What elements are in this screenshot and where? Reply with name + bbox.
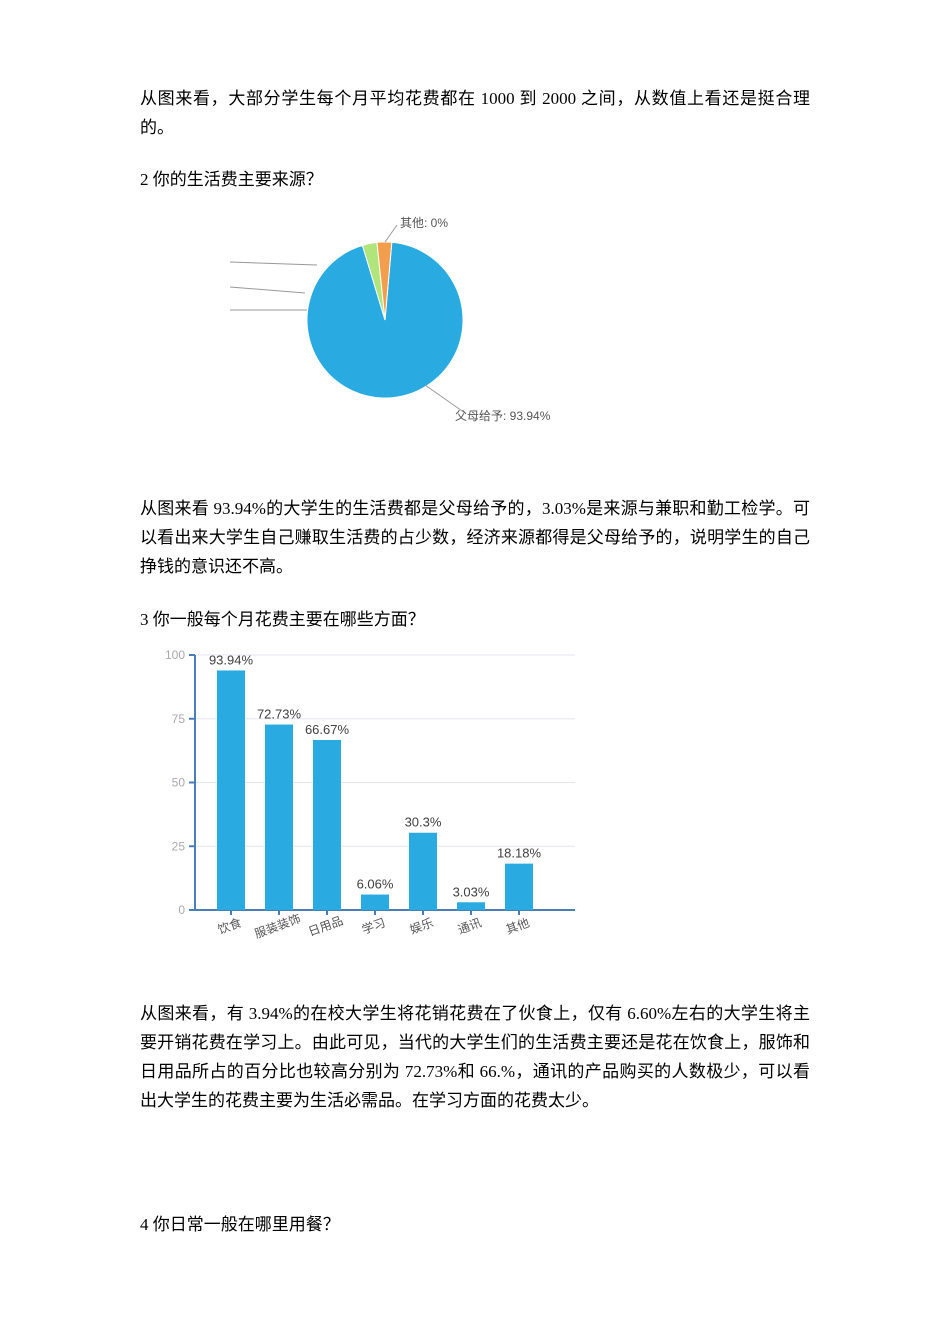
bar-category-label: 服装装饰 [253,911,303,941]
bar-value-label: 93.94% [209,652,254,667]
pie-slice-label: 其他: 0% [400,216,448,230]
pie-leader [385,225,397,242]
document-page: 从图来看，大部分学生每个月平均花费都在 1000 到 2000 之间，从数值上看… [0,0,945,1337]
chart-income-source-pie: 父母给予: 93.94%勤工俭学: 3.03%奖学金: 0%兼职: 3.03%其… [225,215,725,445]
bar [505,864,533,910]
bar [409,833,437,910]
bar-value-label: 72.73% [257,707,302,722]
paragraph-bar-analysis: 从图来看，有 3.94%的在校大学生将花销花费在了伙食上，仅有 6.60%左右的… [140,1000,810,1116]
question-2-title: 2 你的生活费主要来源？ [140,165,323,190]
bar-value-label: 30.3% [405,815,442,830]
bar-value-label: 3.03% [453,884,490,899]
question-4-title: 4 你日常一般在哪里用餐？ [140,1210,340,1235]
bar-value-label: 66.67% [305,722,350,737]
paragraph-pie-analysis: 从图来看 93.94%的大学生的生活费都是父母给予的，3.03%是来源与兼职和勤… [140,495,810,582]
paragraph-intro: 从图来看，大部分学生每个月平均花费都在 1000 到 2000 之间，从数值上看… [140,85,810,143]
pie-slice-label: 父母给予: 93.94% [455,409,551,423]
bar [265,725,293,910]
pie-leader [230,287,305,293]
bar-category-label: 娱乐 [408,916,435,937]
pie-leader [230,262,317,265]
bar-value-label: 6.06% [357,877,394,892]
bar-category-label: 通讯 [456,916,483,937]
y-tick-label: 25 [172,839,186,853]
bar-category-label: 日用品 [306,914,345,939]
chart-spending-bar: 0 25 50 75 100 93.94% 饮食 72.73% 服装装饰 66.67% 日用品 6.0… [140,640,600,960]
bar-category-label: 饮食 [216,915,244,937]
bar [217,670,245,910]
bar-value-label: 18.18% [497,846,542,861]
y-tick-label: 50 [172,776,186,790]
bar-category-label: 学习 [360,915,388,937]
question-3-title: 3 你一般每个月花费主要在哪些方面？ [140,605,425,630]
y-tick-label: 75 [172,712,186,726]
bar [457,902,485,910]
y-tick-label: 100 [165,648,185,662]
y-tick-label: 0 [178,903,185,917]
bar [361,895,389,910]
bar-category-label: 其他 [504,916,531,937]
bar [313,740,341,910]
